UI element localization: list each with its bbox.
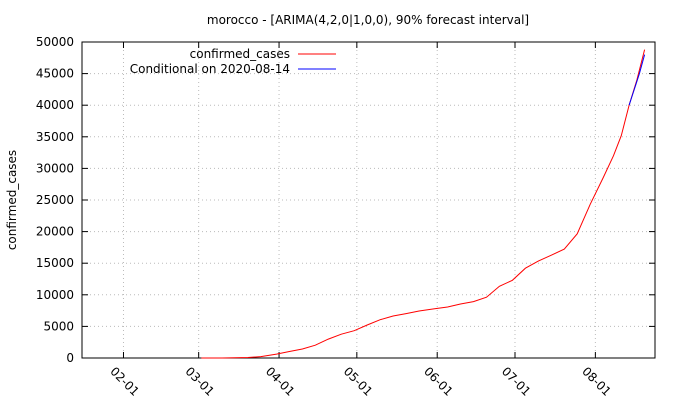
x-tick-label: 02-01 bbox=[107, 364, 142, 399]
series-line-0 bbox=[201, 49, 646, 359]
y-tick-label: 15000 bbox=[36, 256, 74, 270]
x-tick-label: 04-01 bbox=[263, 364, 298, 399]
x-tick-label: 07-01 bbox=[499, 364, 534, 399]
chart-title: morocco - [ARIMA(4,2,0|1,0,0), 90% forec… bbox=[207, 13, 529, 27]
y-tick-label: 40000 bbox=[36, 98, 74, 112]
x-tick-label: 03-01 bbox=[183, 364, 218, 399]
y-tick-label: 50000 bbox=[36, 35, 74, 49]
x-tick-label: 06-01 bbox=[421, 364, 456, 399]
series-layer bbox=[201, 49, 646, 359]
plot-frame bbox=[81, 41, 656, 359]
y-tick-label: 20000 bbox=[36, 225, 74, 239]
y-axis-label: confirmed_cases bbox=[5, 150, 19, 250]
x-tick-label: 05-01 bbox=[341, 364, 376, 399]
y-tick-label: 45000 bbox=[36, 67, 74, 81]
y-tick-label: 0 bbox=[66, 351, 74, 365]
legend-entry-label: confirmed_cases bbox=[190, 47, 290, 61]
y-tick-label: 10000 bbox=[36, 288, 74, 302]
series-line-1 bbox=[628, 54, 646, 106]
y-tick-label: 25000 bbox=[36, 193, 74, 207]
axes: 0 5000 10000 15000 20000 25000 30000 35000 40000… bbox=[36, 35, 656, 399]
y-tick-label: 30000 bbox=[36, 161, 74, 175]
y-tick-label: 5000 bbox=[43, 319, 74, 333]
grid bbox=[82, 42, 655, 358]
legend-entry-label: Conditional on 2020-08-14 bbox=[130, 62, 290, 76]
y-tick-label: 35000 bbox=[36, 130, 74, 144]
x-tick-label: 08-01 bbox=[579, 364, 614, 399]
